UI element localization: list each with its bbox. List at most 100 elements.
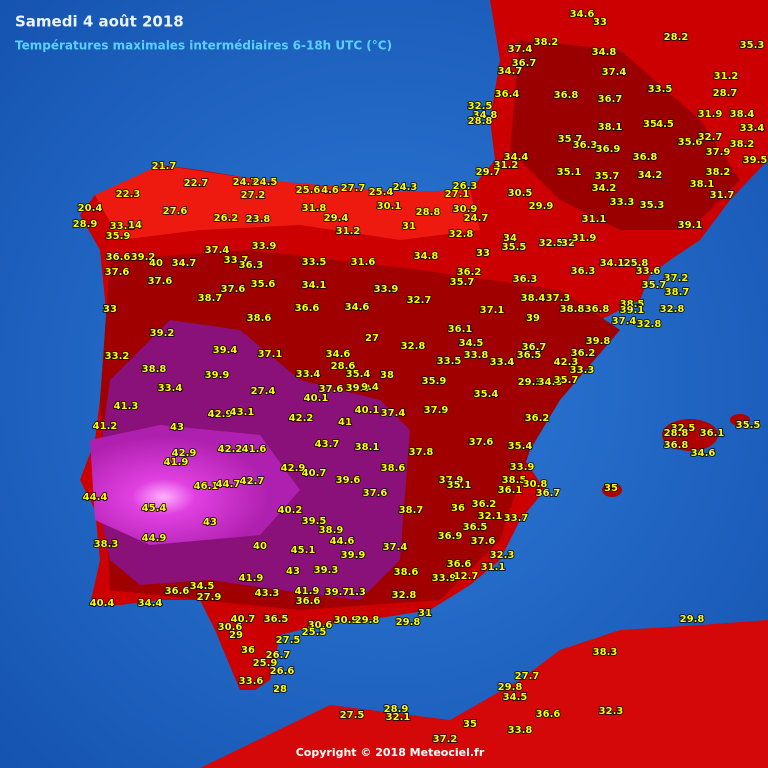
temperature-label: 34.6 <box>570 9 595 20</box>
temperature-label: 35.6 <box>251 279 276 290</box>
temperature-label: 38.5 <box>620 299 645 310</box>
temperature-label: 29.4 <box>324 213 349 224</box>
temperature-label: 36.7 <box>512 58 537 69</box>
temperature-label: 44.7 <box>216 479 241 490</box>
temperature-label: 43.1 <box>230 407 255 418</box>
temperature-label: 39.5 <box>302 516 327 527</box>
temperature-label: 32.8 <box>637 319 662 330</box>
temperature-label: 33.8 <box>464 350 489 361</box>
temperature-label: 32.5 <box>671 423 696 434</box>
temperature-label: 36.2 <box>472 499 497 510</box>
temperature-label: 38.8 <box>560 304 585 315</box>
temperature-label: 28 <box>273 684 287 695</box>
temperature-label: 37.9 <box>424 405 449 416</box>
temperature-label: 38.1 <box>690 179 715 190</box>
temperature-label: 43.3 <box>255 588 280 599</box>
island <box>602 483 622 497</box>
temperature-label: 37.1 <box>480 305 505 316</box>
temperature-label: 37.6 <box>105 267 130 278</box>
temperature-label: 41.9 <box>239 573 264 584</box>
temperature-label: 37.6 <box>469 437 494 448</box>
temperature-label: 23.8 <box>246 214 271 225</box>
temperature-label: 46.1 <box>194 481 219 492</box>
temperature-label: 25.9 <box>253 658 278 669</box>
temperature-label: 35 <box>463 719 477 730</box>
temperature-label: 33 <box>593 17 607 28</box>
temperature-label: 38.9 <box>319 525 344 536</box>
temperature-label: 35.5 <box>736 420 761 431</box>
temperature-label: 34.7 <box>172 258 197 269</box>
temperature-label: 33.6 <box>239 676 264 687</box>
temperature-label: 33.3 <box>610 197 635 208</box>
temperature-label: 37.6 <box>319 384 344 395</box>
temperature-label: 35.4 <box>346 369 371 380</box>
temperature-label: 24.5 <box>253 177 278 188</box>
temperature-label: 35.3 <box>740 40 765 51</box>
temperature-label: 31.2 <box>494 160 519 171</box>
temperature-label: 31.2 <box>714 71 739 82</box>
temperature-label: 34.5 <box>459 338 484 349</box>
temperature-label: 36.1 <box>700 428 725 439</box>
temperature-label: 36.6 <box>295 303 320 314</box>
temperature-label: 37.4 <box>205 245 230 256</box>
temperature-label: 33.5 <box>648 84 673 95</box>
temperature-label: 28.9 <box>384 704 409 715</box>
temperature-label: 24.3 <box>393 182 418 193</box>
temperature-label: 43.7 <box>315 439 340 450</box>
temperature-label: 38.6 <box>394 567 419 578</box>
temperature-label: 35.9 <box>106 231 131 242</box>
temperature-label: 42.9 <box>281 463 306 474</box>
temperature-label: 26.2 <box>214 213 239 224</box>
temperature-label: 22.7 <box>184 178 209 189</box>
temperature-label: 33.7 <box>504 513 529 524</box>
temperature-label: 35.9 <box>422 376 447 387</box>
temperature-label: 39.1 <box>620 305 645 316</box>
temperature-label: 33.1 <box>110 221 135 232</box>
temperature-label: 37.6 <box>148 276 173 287</box>
temperature-label: 34.1 <box>600 258 625 269</box>
temperature-label: 33.9 <box>252 241 277 252</box>
temperature-label: 40.4 <box>90 598 115 609</box>
temperature-label: 36 <box>451 503 465 514</box>
temperature-label: 41.9 <box>295 586 320 597</box>
temperature-label: 39 <box>526 313 540 324</box>
temperature-label: 28.8 <box>664 428 689 439</box>
temperature-label: 32.8 <box>449 229 474 240</box>
temperature-label: 33.9 <box>510 462 535 473</box>
temperature-label: 37.4 <box>612 316 637 327</box>
temperature-label: 43 <box>170 422 184 433</box>
temperature-label: 24.7 <box>233 177 258 188</box>
temperature-label: 38.3 <box>593 647 618 658</box>
temperature-label: 31.9 <box>698 109 723 120</box>
temperature-label: 33.4 <box>158 383 183 394</box>
temperature-label: 36.7 <box>536 488 561 499</box>
island <box>662 419 718 451</box>
temperature-label: 34.5 <box>190 581 215 592</box>
temperature-label: 40 <box>253 541 267 552</box>
temperature-label: 44.9 <box>142 533 167 544</box>
temperature-label: 33.4 <box>296 369 321 380</box>
temperature-label: 34.8 <box>538 377 563 388</box>
temperature-label: 35 <box>604 483 618 494</box>
temperature-label: 30.5 <box>508 188 533 199</box>
temperature-label: 36.3 <box>571 266 596 277</box>
temperature-label: 42.9 <box>208 409 233 420</box>
temperature-label: 38.3 <box>94 539 119 550</box>
temperature-label: 33 <box>476 248 490 259</box>
temperature-label: 36.4 <box>495 89 520 100</box>
temperature-label: 36.6 <box>536 709 561 720</box>
temperature-label: 39.9 <box>341 550 366 561</box>
temperature-label: 29.9 <box>529 201 554 212</box>
temperature-label: 33.9 <box>432 573 457 584</box>
temperature-label: 36.5 <box>264 614 289 625</box>
temperature-label: 32.7 <box>407 295 432 306</box>
temperature-label: 45.4 <box>142 503 167 514</box>
temperature-label: 27.5 <box>276 635 301 646</box>
temperature-label: 41.9 <box>164 457 189 468</box>
temperature-label: 40.7 <box>302 468 327 479</box>
temperature-label: 33.8 <box>508 725 533 736</box>
temperature-label: 32 <box>561 238 575 249</box>
temperature-label: 27.5 <box>340 710 365 721</box>
temperature-label: 38.4 <box>730 109 755 120</box>
temperature-label: 26.6 <box>270 666 295 677</box>
